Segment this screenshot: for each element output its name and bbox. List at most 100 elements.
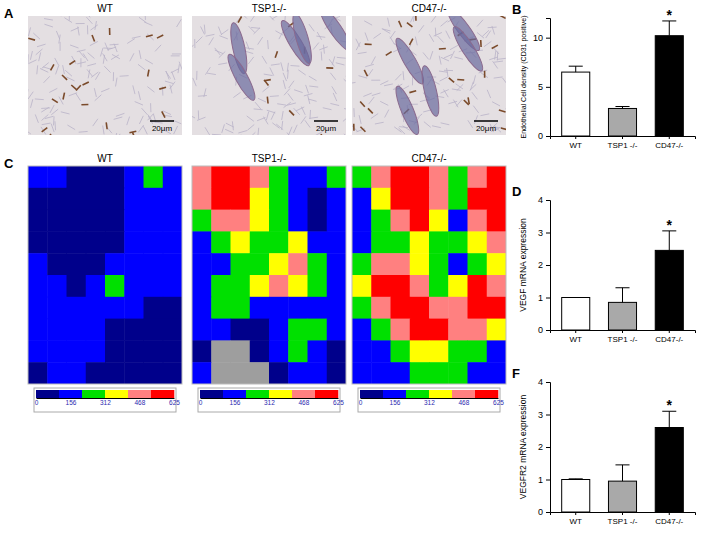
heat-cell: [105, 210, 125, 232]
colorbar-tick: 468: [134, 398, 145, 406]
tissue-fiber: [249, 132, 256, 135]
tissue-fiber: [77, 50, 86, 52]
heat-cell: [448, 231, 468, 253]
tissue-fiber: [456, 84, 463, 89]
tissue-fiber: [250, 16, 255, 22]
y-axis-line: [546, 383, 551, 513]
tissue-fiber: [403, 71, 405, 80]
tissue-fiber: [77, 62, 86, 64]
heat-cell: [250, 210, 270, 232]
y-tick: 10: [533, 33, 550, 43]
error-bar-cap: [569, 66, 583, 67]
heat-cell: [371, 275, 391, 297]
heat-cell: [391, 253, 411, 275]
vessel: [407, 23, 412, 27]
heat-cell: [28, 210, 48, 232]
heat-cell: [86, 188, 106, 210]
colorbar-tick-label: 156: [230, 399, 241, 406]
vessel: [289, 110, 294, 115]
tissue-fiber: [288, 93, 293, 100]
tissue-fiber: [148, 116, 152, 124]
y-tick-label: 0: [538, 507, 543, 517]
tissue-fiber: [90, 41, 98, 45]
heat-cell: [250, 231, 270, 253]
heat-cell: [487, 340, 506, 362]
heat-cell: [352, 340, 372, 362]
tissue-fiber: [453, 100, 458, 108]
heat-cell: [124, 362, 144, 384]
heat-cell: [124, 231, 144, 253]
x-tick-label: TSP1 -/-: [608, 335, 638, 344]
bar: [655, 250, 683, 330]
tissue-fiber: [120, 75, 129, 77]
heat-cell: [67, 319, 87, 341]
colorbar-tick: 625: [169, 398, 180, 406]
colorbar-segment: [151, 390, 174, 398]
colorbar-tick-label: 156: [390, 399, 401, 406]
image-panel: 20μm: [187, 4, 355, 141]
colorbar-segment: [82, 390, 105, 398]
heat-cell: [429, 319, 449, 341]
follicle: [449, 24, 487, 74]
colorbar-tick: 156: [390, 398, 401, 406]
heat-cell: [371, 362, 391, 384]
heat-cell: [371, 188, 391, 210]
tissue-fiber: [282, 111, 283, 120]
heat-cell: [391, 188, 411, 210]
heat-cell: [352, 210, 372, 232]
x-tick-label: WT: [570, 517, 583, 526]
heat-cell: [231, 319, 251, 341]
heat-cell: [448, 340, 468, 362]
tissue-fiber: [497, 58, 506, 59]
heat-cell: [28, 253, 48, 275]
heat-cell: [250, 297, 270, 319]
colorbar-tick-label: 312: [100, 399, 111, 406]
heat-cell: [211, 231, 231, 253]
colorbar-frame: [34, 388, 176, 412]
y-tick-mark: [546, 136, 550, 137]
tissue-fiber: [309, 110, 311, 119]
vessel: [92, 35, 95, 42]
y-tick-mark: [546, 330, 550, 331]
tissue-fiber: [132, 36, 141, 38]
panel-title: CD47-/-: [411, 153, 446, 164]
colorbar-tick-label: 0: [199, 399, 203, 406]
tissue-fiber: [36, 65, 38, 74]
tissue-fiber: [373, 33, 380, 38]
heat-cell: [28, 231, 48, 253]
tissue-fiber: [236, 16, 242, 23]
heat-cell: [47, 231, 67, 253]
tissue-fiber: [255, 102, 261, 109]
heat-cell: [391, 319, 411, 341]
error-bar: [615, 107, 629, 109]
figure: A20μmWT20μmTSP1-/-20μmCD47-/-B0510WTTSP1…: [0, 0, 704, 546]
tissue-fiber: [424, 122, 431, 128]
tissue-fiber: [50, 105, 54, 113]
colorbar-axis: 0156312468625: [359, 398, 505, 406]
follicle: [289, 16, 315, 65]
y-axis-title: VEGFR2 mRNA expression: [518, 395, 528, 500]
heat-cell: [429, 166, 449, 188]
scale-bar-label: 20μm: [152, 124, 173, 133]
tissue-fiber: [104, 66, 110, 72]
tissue-fiber: [69, 93, 77, 96]
tissue-fiber: [506, 109, 507, 113]
heat-cell: [105, 253, 125, 275]
tissue-fiber: [309, 86, 318, 87]
heat-cell: [250, 253, 270, 275]
heat-cell: [269, 319, 289, 341]
vessel: [319, 134, 322, 135]
heat-cell: [86, 210, 106, 232]
tissue-fiber: [446, 31, 450, 39]
heat-cell: [288, 362, 308, 384]
tissue-fiber: [193, 78, 197, 86]
error-bar-cap: [615, 464, 629, 465]
tissue-fiber: [204, 25, 206, 34]
heat-cell: [448, 188, 468, 210]
heat-cell: [192, 210, 212, 232]
heat-cell: [192, 188, 212, 210]
error-bar: [615, 465, 629, 481]
heat-cell: [308, 166, 328, 188]
heat-cell: [352, 166, 372, 188]
tissue-fiber: [71, 27, 79, 31]
